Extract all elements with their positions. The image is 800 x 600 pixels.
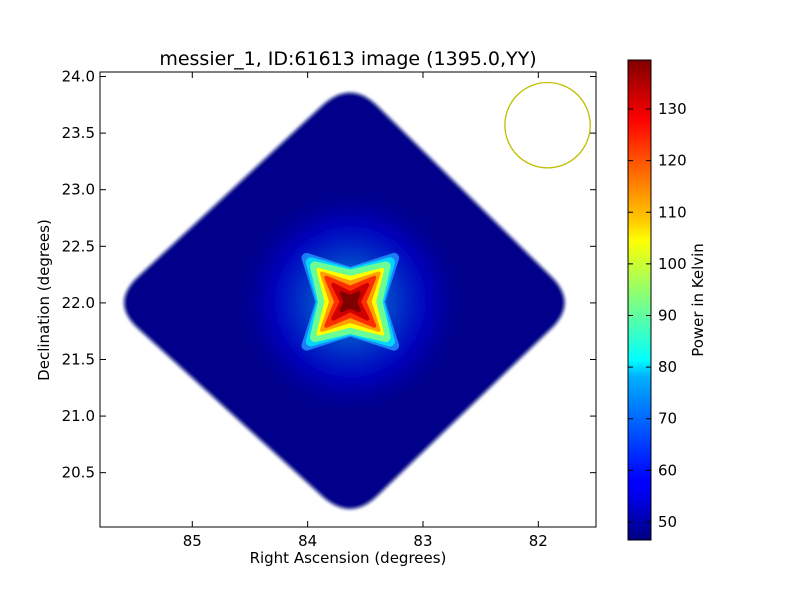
chart-title: messier_1, ID:61613 image (1395.0,YY)	[159, 48, 536, 70]
colorbar-label: Power in Kelvin	[689, 243, 707, 357]
axes-frame	[99, 71, 597, 528]
colorbar-tick-label: 50	[658, 513, 677, 531]
colorbar-tick-label: 90	[658, 306, 677, 324]
plot-area	[123, 81, 591, 510]
y-tick-label: 23.5	[62, 124, 95, 142]
x-axis-label: Right Ascension (degrees)	[250, 549, 447, 567]
colorbar-tick-label: 120	[658, 152, 687, 170]
x-tick-label: 83	[413, 532, 432, 550]
colorbar-tick-label: 100	[658, 255, 687, 273]
colorbar-gradient	[627, 59, 652, 541]
y-tick-label: 21.5	[62, 350, 95, 368]
x-tick-label: 84	[298, 532, 317, 550]
y-tick-label: 20.5	[62, 464, 95, 482]
y-tick-label: 21.0	[62, 407, 95, 425]
y-tick-label: 23.0	[62, 181, 95, 199]
colorbar-tick-label: 110	[658, 203, 687, 221]
colorbar-tick-label: 70	[658, 410, 677, 428]
x-axis-ticks: 85 84 83 82	[183, 72, 548, 550]
source-contour-7	[339, 291, 361, 313]
y-axis-label: Declination (degrees)	[35, 219, 53, 381]
x-tick-label: 82	[529, 532, 548, 550]
y-tick-label: 24.0	[62, 68, 95, 86]
colorbar-tick-label: 80	[658, 358, 677, 376]
colorbar-tick-label: 130	[658, 100, 687, 118]
colorbar: 50 60 70 80 90 100 110 120 130 Power in Kelvin	[627, 59, 707, 541]
y-tick-label: 22.0	[62, 294, 95, 312]
y-tick-label: 22.5	[62, 237, 95, 255]
colorbar-ticks: 50 60 70 80 90 100 110 120 130	[628, 100, 687, 531]
beam-circle	[504, 81, 591, 169]
source-core	[301, 252, 400, 351]
colorbar-tick-label: 60	[658, 461, 677, 479]
y-axis-ticks: 20.5 21.0 21.5 22.0 22.5 23.0 23.5 24.0	[62, 68, 596, 482]
x-tick-label: 85	[183, 532, 202, 550]
